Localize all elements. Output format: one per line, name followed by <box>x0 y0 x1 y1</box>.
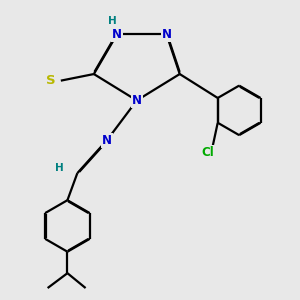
Text: N: N <box>112 28 122 41</box>
Text: N: N <box>161 28 172 41</box>
Text: N: N <box>102 134 112 147</box>
Text: S: S <box>46 74 56 87</box>
Text: H: H <box>108 16 116 26</box>
Text: N: N <box>132 94 142 107</box>
Text: Cl: Cl <box>201 146 214 159</box>
Text: H: H <box>55 163 64 173</box>
